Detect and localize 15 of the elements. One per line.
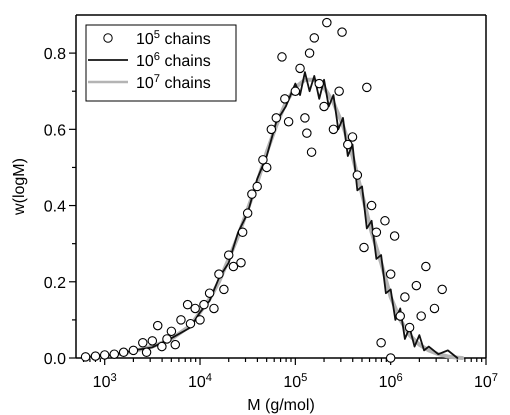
legend-label: 10$^{5}$ chains bbox=[136, 29, 211, 48]
y-tick-label: 0.2 bbox=[44, 274, 66, 292]
legend-label: 10$^{6}$ chains bbox=[136, 51, 211, 70]
x-tick-label: 10$^{3}$ bbox=[92, 372, 117, 391]
x-tick-label: 10$^{7}$ bbox=[474, 372, 498, 391]
y-tick-label: 0.4 bbox=[44, 198, 66, 216]
x-tick-label: 10$^{6}$ bbox=[378, 372, 403, 391]
y-tick-label: 0.6 bbox=[44, 122, 66, 140]
y-axis-title: w(logM) bbox=[11, 158, 28, 216]
x-tick-label: 10$^{4}$ bbox=[188, 372, 212, 391]
x-tick-label: 10$^{5}$ bbox=[283, 372, 308, 391]
x-axis-title: M (g/mol) bbox=[247, 397, 315, 414]
legend-label: 10$^{7}$ chains bbox=[136, 73, 211, 92]
y-tick-label: 0.8 bbox=[44, 46, 66, 64]
y-tick-label: 0.0 bbox=[44, 351, 66, 368]
